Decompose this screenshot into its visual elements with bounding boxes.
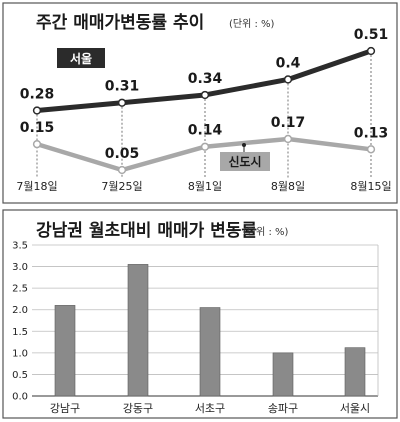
value-label: 0.17 [271, 115, 306, 131]
data-point [200, 90, 210, 100]
value-label: 0.05 [105, 146, 140, 162]
line-chart-border [2, 2, 398, 204]
data-point [283, 75, 293, 84]
data-point [32, 106, 42, 115]
category-label: 강남구 [50, 402, 80, 415]
newtown-tag-box [220, 152, 270, 171]
y-tick-label: 3.5 [12, 241, 28, 252]
category-label: 강동구 [123, 402, 153, 415]
value-label: 0.14 [188, 123, 223, 139]
y-tick-label: 2.0 [12, 305, 28, 316]
value-label: 0.34 [188, 71, 223, 87]
date-label: 8월1일 [188, 179, 222, 193]
y-tick-label: 3.0 [12, 262, 28, 273]
bar-chart-panel: 강남권 월초대비 매매가 변동률 (단위 : %) 0.0 0.5 1.0 1.5 2.… [2, 209, 398, 419]
value-label: 0.31 [105, 79, 140, 95]
line-value-labels: 0.28 0.31 0.34 0.4 0.51 0.15 0.05 0.14 0.17 0.13 [20, 27, 389, 162]
bar-bars [54, 264, 366, 397]
date-label: 7월25일 [101, 179, 142, 193]
category-label: 서초구 [195, 402, 225, 415]
data-point [117, 98, 127, 107]
date-label: 8월8일 [271, 179, 305, 193]
value-label: 0.15 [20, 120, 55, 136]
bar [127, 264, 149, 397]
newtown-tag-label: 신도시 [228, 154, 261, 169]
value-label: 0.51 [354, 27, 389, 43]
value-label: 0.13 [354, 125, 389, 141]
bar-chart-title: 강남권 월초대비 매매가 변동률 [36, 221, 257, 241]
seoul-tag-label: 서울 [70, 51, 92, 66]
bar-chart-unit: (단위 : %) [243, 225, 289, 238]
category-label: 서울시 [340, 402, 370, 415]
line-date-labels: 7월18일 7월25일 8월1일 8월8일 8월15일 [16, 179, 391, 193]
value-label: 0.28 [20, 87, 55, 103]
bar [199, 307, 221, 397]
value-label: 0.4 [276, 55, 301, 71]
bar-category-labels: 강남구 강동구 서초구 송파구 서울시 [50, 402, 370, 415]
y-tick-label: 2.5 [12, 284, 28, 295]
newtown-tag-dot [242, 143, 246, 147]
bar [272, 352, 294, 397]
bar [54, 305, 76, 397]
y-tick-label: 0.0 [12, 392, 28, 403]
data-point [366, 46, 376, 56]
line-series [32, 46, 376, 175]
line-chart-unit: (단위 : %) [229, 17, 275, 30]
bar-y-ticks: 0.0 0.5 1.0 1.5 2.0 2.5 3.0 3.5 [12, 241, 28, 403]
y-tick-label: 0.5 [12, 370, 28, 381]
data-point [283, 134, 293, 144]
data-point [200, 142, 210, 151]
y-tick-label: 1.5 [12, 327, 28, 338]
date-label: 8월15일 [350, 179, 391, 193]
y-tick-label: 1.0 [12, 348, 28, 359]
line-chart-panel: 주간 매매가변동률 추이 (단위 : %) 0.28 0.31 0.34 0.4 0.5… [2, 2, 398, 204]
data-point [366, 145, 376, 154]
seoul-tag-box [57, 48, 105, 68]
date-label: 7월18일 [16, 179, 57, 193]
data-point [117, 165, 127, 175]
bar [344, 347, 366, 397]
line-chart-title: 주간 매매가변동률 추이 [36, 13, 204, 33]
category-label: 송파구 [268, 402, 298, 415]
data-point [32, 139, 42, 149]
